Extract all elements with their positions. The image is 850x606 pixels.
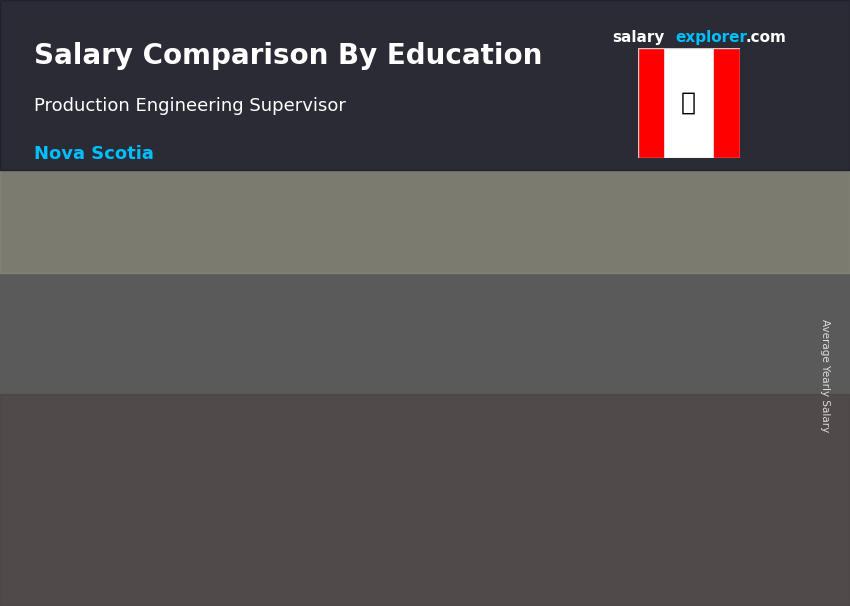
Bar	[638, 48, 663, 158]
Text: 174,000 CAD: 174,000 CAD	[536, 237, 646, 252]
Polygon shape	[161, 404, 181, 558]
Polygon shape	[161, 398, 303, 404]
Text: Nova Scotia: Nova Scotia	[34, 145, 154, 164]
Polygon shape	[509, 261, 530, 558]
Text: +93%: +93%	[367, 208, 466, 238]
Text: Average Yearly Salary: Average Yearly Salary	[819, 319, 830, 432]
Bar	[181, 404, 303, 558]
Text: .com: .com	[745, 30, 786, 45]
Bar	[714, 48, 740, 158]
Bar	[0, 394, 850, 606]
Bar	[0, 0, 850, 273]
Text: 90,200 CAD: 90,200 CAD	[192, 380, 292, 395]
Bar	[530, 261, 652, 558]
Text: Salary Comparison By Education: Salary Comparison By Education	[34, 42, 542, 70]
Text: Production Engineering Supervisor: Production Engineering Supervisor	[34, 97, 346, 115]
Bar	[0, 0, 850, 170]
Text: salary: salary	[612, 30, 665, 45]
Polygon shape	[509, 248, 652, 261]
Text: explorer: explorer	[676, 30, 748, 45]
Text: 🍁: 🍁	[681, 91, 696, 115]
